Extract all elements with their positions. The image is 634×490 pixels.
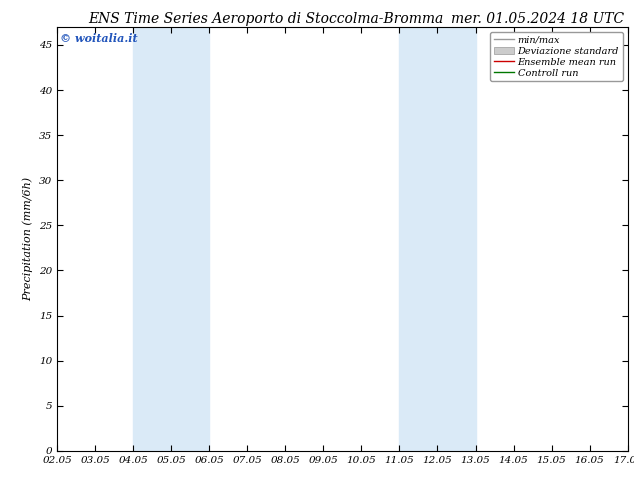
Y-axis label: Precipitation (mm/6h): Precipitation (mm/6h) xyxy=(23,177,34,301)
Text: mer. 01.05.2024 18 UTC: mer. 01.05.2024 18 UTC xyxy=(451,12,624,26)
Text: © woitalia.it: © woitalia.it xyxy=(60,33,138,44)
Text: ENS Time Series Aeroporto di Stoccolma-Bromma: ENS Time Series Aeroporto di Stoccolma-B… xyxy=(89,12,444,26)
Bar xyxy=(399,27,476,451)
Legend: min/max, Deviazione standard, Ensemble mean run, Controll run: min/max, Deviazione standard, Ensemble m… xyxy=(490,32,623,81)
Bar xyxy=(133,27,209,451)
